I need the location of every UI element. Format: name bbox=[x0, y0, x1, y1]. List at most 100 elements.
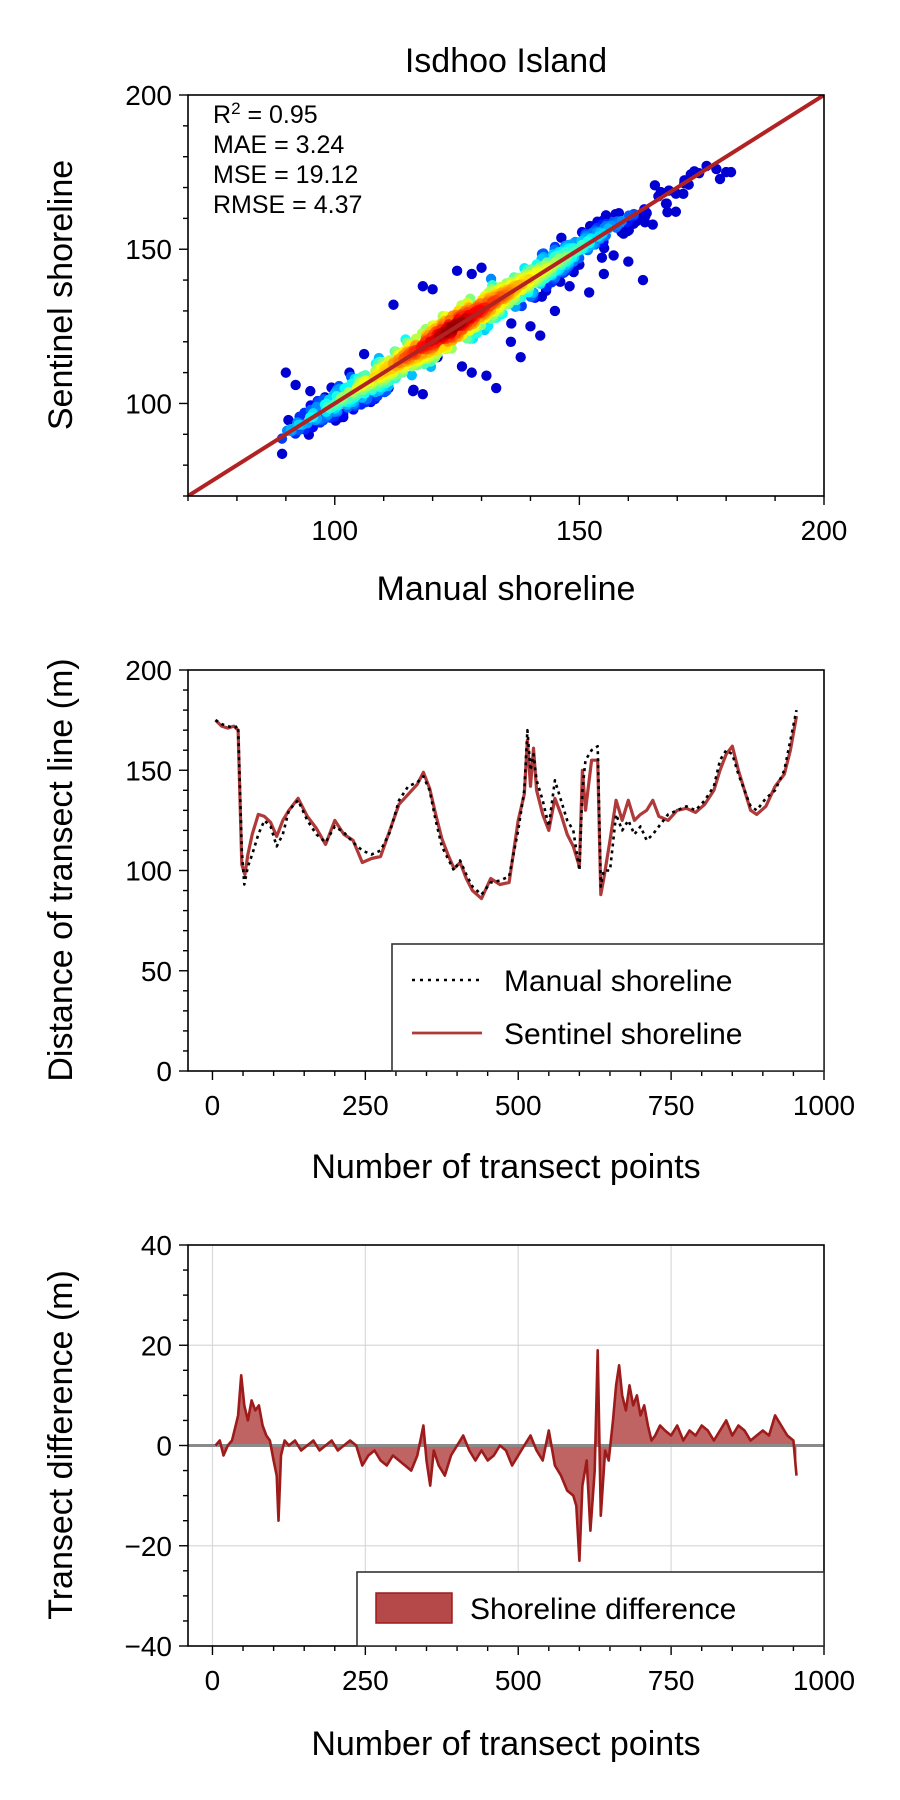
scatter-point bbox=[491, 382, 502, 394]
scatter-point bbox=[417, 281, 429, 292]
difference-fill bbox=[215, 1350, 797, 1561]
scatter-point bbox=[280, 367, 292, 378]
scatter-point bbox=[608, 250, 619, 261]
x-tick-label: 750 bbox=[648, 1090, 695, 1121]
legend-sentinel-label: Sentinel shoreline bbox=[504, 1018, 743, 1051]
distance-ticks: 0 250 500 750 1000 0 50 100 150 200 bbox=[125, 655, 855, 1121]
x-tick-label: 0 bbox=[205, 1090, 221, 1121]
y-tick-label: −20 bbox=[125, 1531, 173, 1562]
x-tick-label: 500 bbox=[495, 1090, 542, 1121]
scatter-point bbox=[506, 318, 517, 329]
scatter-x-label: Manual shoreline bbox=[377, 570, 636, 608]
y-tick-label: 0 bbox=[156, 1056, 172, 1087]
scatter-point bbox=[618, 228, 629, 239]
scatter-point bbox=[670, 206, 682, 217]
difference-area bbox=[188, 1349, 824, 1563]
stat-mse: MSE = 19.12 bbox=[213, 161, 358, 189]
y-tick-label: 0 bbox=[156, 1431, 172, 1462]
stat-rmse: RMSE = 4.37 bbox=[213, 191, 362, 219]
transect-difference-panel: 0 250 500 750 1000 −40 −20 0 20 40 Shoreline diff… bbox=[42, 1230, 855, 1763]
distance-x-label: Number of transect points bbox=[311, 1148, 700, 1186]
y-tick-label: 150 bbox=[125, 755, 172, 786]
scatter-point bbox=[505, 336, 517, 347]
difference-x-label: Number of transect points bbox=[311, 1725, 700, 1763]
scatter-point bbox=[637, 274, 649, 286]
scatter-y-label: Sentinel shoreline bbox=[42, 160, 80, 430]
scatter-point bbox=[427, 284, 438, 295]
legend-box bbox=[391, 943, 825, 1072]
scatter-point bbox=[476, 262, 487, 273]
scatter-point bbox=[276, 448, 288, 460]
scatter-point bbox=[451, 265, 463, 277]
stat-r2: R2 = 0.95 bbox=[213, 99, 318, 130]
manual-shoreline-line bbox=[214, 709, 798, 896]
legend-difference-swatch bbox=[375, 1592, 453, 1624]
scatter-point bbox=[481, 370, 492, 381]
scatter-point bbox=[662, 207, 673, 218]
x-tick-label: 500 bbox=[495, 1665, 542, 1696]
scatter-point bbox=[417, 389, 429, 400]
scatter-point bbox=[564, 281, 575, 292]
scatter-point bbox=[725, 166, 737, 178]
scatter-frame bbox=[187, 94, 825, 497]
x-tick-label: 150 bbox=[556, 515, 603, 546]
x-tick-label: 250 bbox=[342, 1665, 389, 1696]
y-tick-label: 200 bbox=[125, 655, 172, 686]
scatter-point bbox=[388, 299, 399, 310]
chart-title: Isdhoo Island bbox=[405, 42, 607, 80]
x-tick-label: 750 bbox=[648, 1665, 695, 1696]
scatter-point bbox=[623, 256, 634, 267]
y-tick-label: 100 bbox=[125, 856, 172, 887]
y-tick-label: 200 bbox=[125, 80, 172, 111]
legend-difference-label: Shoreline difference bbox=[470, 1593, 736, 1626]
x-tick-label: 0 bbox=[205, 1665, 221, 1696]
sentinel-shoreline-line bbox=[214, 715, 799, 901]
scatter-point bbox=[649, 180, 661, 191]
difference-line bbox=[214, 1349, 798, 1563]
distance-legend: Manual shoreline Sentinel shoreline bbox=[391, 943, 825, 1072]
stat-mae: MAE = 3.24 bbox=[213, 131, 344, 159]
difference-legend: Shoreline difference bbox=[356, 1571, 825, 1647]
difference-y-label: Transect difference (m) bbox=[42, 1270, 80, 1620]
stats-box: R2 = 0.95 MAE = 3.24 MSE = 19.12 RMSE = … bbox=[213, 99, 362, 220]
difference-ticks: 0 250 500 750 1000 −40 −20 0 20 40 bbox=[125, 1230, 856, 1696]
x-tick-label: 100 bbox=[311, 515, 358, 546]
scatter-point bbox=[407, 385, 419, 397]
scatter-point bbox=[358, 348, 370, 360]
scatter-point bbox=[283, 414, 294, 426]
y-tick-label: −40 bbox=[125, 1631, 173, 1662]
scatter-point bbox=[647, 219, 658, 230]
scatter-point bbox=[290, 379, 301, 391]
transect-distance-panel: 0 250 500 750 1000 0 50 100 150 200 Manual shorel… bbox=[42, 655, 855, 1186]
x-tick-label: 1000 bbox=[793, 1665, 855, 1696]
y-tick-label: 50 bbox=[141, 956, 172, 987]
y-tick-label: 20 bbox=[141, 1330, 172, 1361]
scatter-point bbox=[535, 330, 546, 341]
one-to-one-line bbox=[188, 95, 824, 496]
scatter-point bbox=[714, 173, 726, 185]
scatter-point bbox=[598, 268, 610, 280]
x-tick-label: 200 bbox=[801, 515, 848, 546]
scatter-point bbox=[661, 198, 672, 209]
scatter-point bbox=[549, 305, 561, 317]
x-tick-label: 250 bbox=[342, 1090, 389, 1121]
y-tick-label: 100 bbox=[125, 388, 172, 419]
scatter-point bbox=[515, 351, 526, 363]
scatter-point bbox=[583, 287, 595, 298]
x-tick-label: 1000 bbox=[793, 1090, 855, 1121]
scatter-point bbox=[596, 252, 608, 263]
scatter-ticks: 100 150 200 100 150 200 bbox=[125, 80, 847, 546]
scatter-point bbox=[678, 188, 689, 200]
scatter-point bbox=[406, 370, 417, 381]
scatter-point bbox=[525, 321, 536, 332]
scatter-point bbox=[556, 232, 567, 244]
scatter-point bbox=[466, 268, 477, 280]
scatter-point bbox=[305, 385, 316, 397]
scatter-point bbox=[456, 361, 468, 372]
scatter-panel: Isdhoo Island 100 150 200 100 150 200 R2 = 0.… bbox=[42, 42, 847, 608]
scatter-points bbox=[276, 160, 737, 460]
distance-lines bbox=[214, 709, 799, 901]
distance-y-label: Distance of transect line (m) bbox=[42, 658, 80, 1081]
scatter-point bbox=[466, 367, 477, 378]
y-tick-label: 150 bbox=[125, 234, 172, 265]
